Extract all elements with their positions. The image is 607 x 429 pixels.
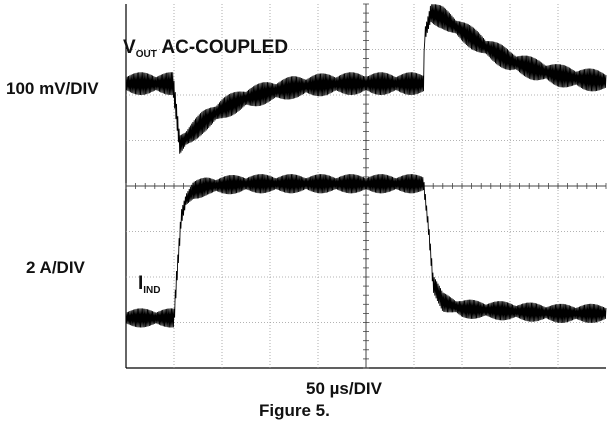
vout-trace-label: VOUT AC-COUPLED	[123, 37, 289, 60]
trace-iind	[125, 174, 607, 328]
figure-caption: Figure 5.	[259, 401, 330, 420]
trace-vout	[125, 4, 607, 154]
oscilloscope-display	[125, 3, 607, 369]
iind-scale-label: 2 A/DIV	[26, 258, 85, 277]
vout-scale-label: 100 mV/DIV	[6, 79, 99, 98]
time-scale-label: 50 µs/DIV	[306, 379, 382, 398]
iind-trace-label: IIND	[138, 273, 161, 296]
scope-traces	[125, 4, 607, 328]
